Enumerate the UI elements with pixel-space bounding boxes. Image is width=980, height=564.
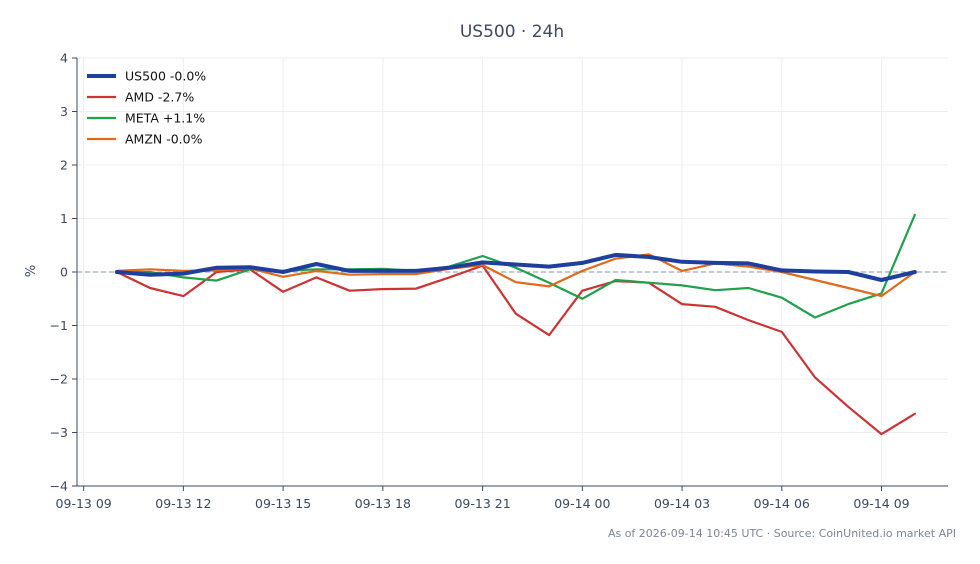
x-ticks: 09-13 09 09-13 12 09-13 15 09-13 18 09-13 21… (56, 486, 910, 511)
legend-label: US500 -0.0% (125, 69, 206, 84)
y-tick-label: −4 (50, 479, 68, 494)
series-line-amd (115, 264, 916, 436)
y-tick-label: 0 (60, 265, 68, 280)
y-tick-label: −3 (50, 425, 68, 440)
y-tick-label: 4 (60, 51, 68, 66)
x-tick-label: 09-14 06 (754, 496, 810, 511)
y-tick-label: 1 (60, 211, 68, 226)
y-tick-label: 2 (60, 158, 68, 173)
x-tick-label: 09-13 18 (355, 496, 411, 511)
y-tick-label: −1 (50, 318, 68, 333)
x-tick-label: 09-13 12 (155, 496, 211, 511)
legend-label: META +1.1% (125, 111, 205, 126)
x-tick-label: 09-13 09 (56, 496, 112, 511)
legend: US500 -0.0% AMD -2.7% META +1.1% AMZN -0.0% (87, 69, 206, 147)
series-line-us500 (114, 252, 917, 282)
legend-label: AMZN -0.0% (125, 132, 203, 147)
x-tick-label: 09-14 00 (554, 496, 610, 511)
y-tick-label: 3 (60, 104, 68, 119)
series (114, 213, 917, 436)
chart-title: US500 · 24h (460, 22, 564, 42)
y-ticks: −4 −3 −2 −1 0 1 2 3 4 (50, 51, 77, 494)
legend-label: AMD -2.7% (125, 90, 194, 105)
x-tick-label: 09-14 03 (654, 496, 710, 511)
y-tick-label: −2 (50, 372, 68, 387)
x-tick-label: 09-14 09 (853, 496, 909, 511)
y-axis-label: % (24, 265, 39, 277)
series-line-amzn (115, 253, 916, 298)
x-tick-label: 09-13 15 (255, 496, 311, 511)
x-tick-label: 09-13 21 (454, 496, 510, 511)
footer-source: As of 2026-09-14 10:45 UTC · Source: Coi… (608, 527, 956, 540)
